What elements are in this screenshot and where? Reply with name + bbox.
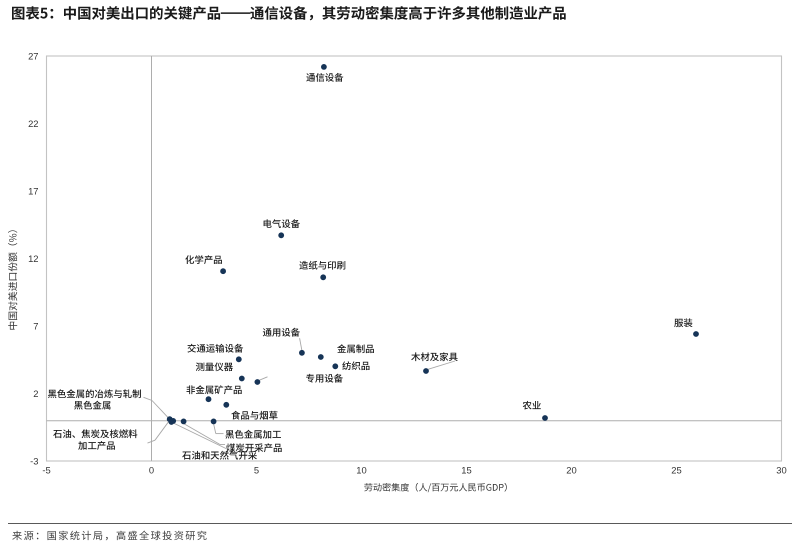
svg-text:17: 17 [28,185,38,196]
svg-text:7: 7 [33,320,38,331]
svg-text:-3: -3 [30,455,38,466]
svg-text:0: 0 [149,465,154,476]
svg-text:25: 25 [671,465,681,476]
svg-text:20: 20 [566,465,576,476]
svg-text:-5: -5 [42,465,50,476]
svg-text:5: 5 [254,465,259,476]
svg-text:22: 22 [28,118,38,129]
svg-text:30: 30 [776,465,786,476]
svg-text:2: 2 [33,388,38,399]
svg-text:15: 15 [461,465,471,476]
svg-text:12: 12 [28,253,38,264]
svg-text:27: 27 [28,50,38,61]
svg-text:10: 10 [356,465,366,476]
